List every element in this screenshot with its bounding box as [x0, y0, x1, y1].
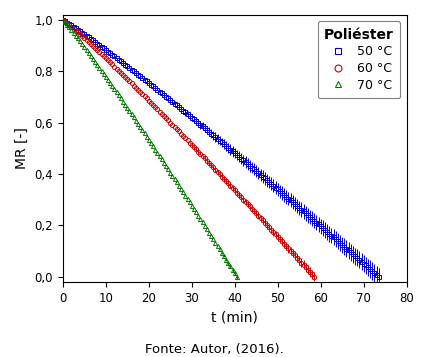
X-axis label: t (min): t (min) [211, 310, 258, 324]
Y-axis label: MR [-]: MR [-] [15, 127, 29, 169]
Text: Fonte: Autor, (2016).: Fonte: Autor, (2016). [145, 343, 284, 356]
Legend: 50 °C, 60 °C, 70 °C: 50 °C, 60 °C, 70 °C [318, 21, 400, 98]
